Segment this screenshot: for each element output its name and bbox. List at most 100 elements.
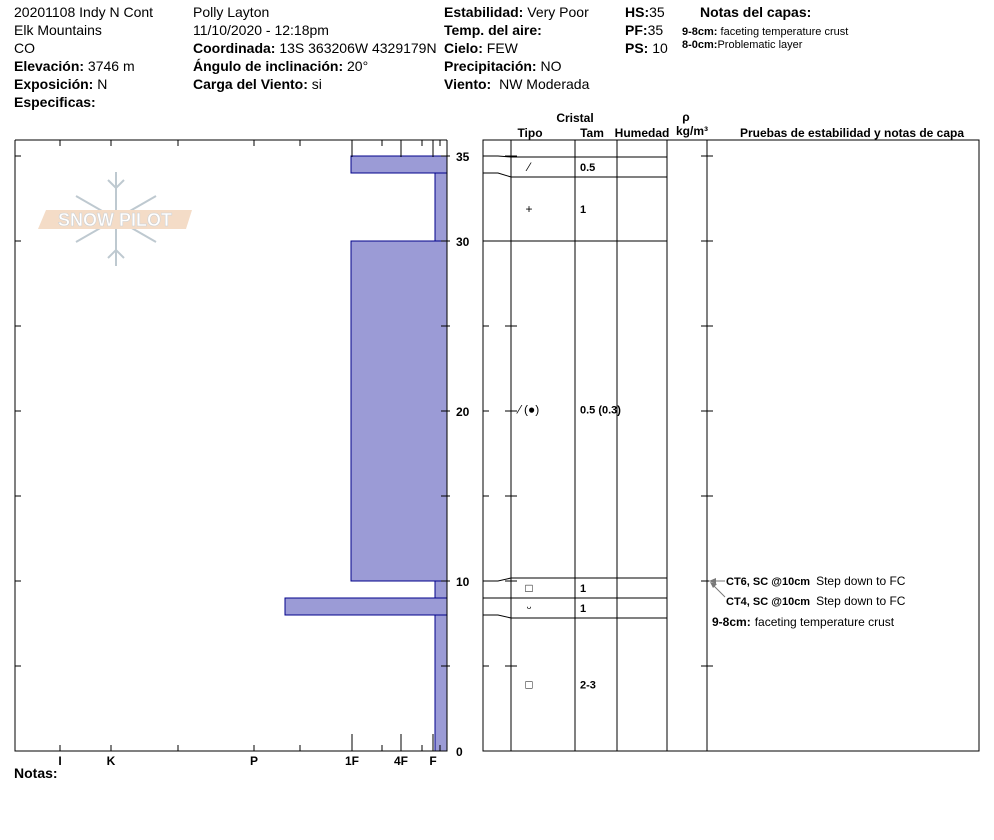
layer-boundary (483, 614, 667, 619)
chart-frame (14, 140, 448, 752)
layer-note: 9-8cm: faceting temperature crust (712, 615, 895, 629)
stability-test: CT4, SC @10cm Step down to FC (726, 594, 906, 608)
hardness-bar (350, 240, 448, 582)
layer-note-range: 9-8cm: (682, 26, 717, 38)
sky-label: Cielo: (444, 40, 483, 56)
ps: PS: 10 (625, 40, 668, 56)
depth-tick-label: 10 (456, 575, 470, 589)
pit-name: 20201108 Indy N Cont (14, 4, 153, 20)
type-header: Tipo (517, 126, 542, 140)
notes-label: Notas: (14, 765, 58, 781)
tests-header: Pruebas de estabilidad y notas de capa (740, 126, 964, 140)
layer-note-text: Problematic layer (717, 39, 802, 51)
wind-label: Viento: (444, 76, 491, 92)
observer: Polly Layton (193, 4, 269, 20)
layer-notes-title: Notas del capas: (700, 4, 811, 20)
hs: HS:35 (625, 4, 665, 20)
hardness-bar (434, 172, 448, 242)
hardness-tick-label: 4F (394, 754, 408, 768)
crystal-type-symbol: ⁄ (●) (516, 403, 540, 417)
slope-angle: Ángulo de inclinación: 20° (193, 58, 368, 74)
windload-label: Carga del Viento: (193, 76, 308, 92)
crystal-type-symbol: □ (525, 581, 532, 595)
crystal-header: Cristal (556, 111, 593, 125)
stability-test: CT6, SC @10cm Step down to FC (726, 574, 906, 588)
layer-boundary (483, 172, 667, 178)
table-frame (482, 139, 980, 752)
depth-tick-label: 30 (456, 235, 470, 249)
sky-value: FEW (487, 40, 519, 56)
airtemp-label: Temp. del aire: (444, 22, 542, 38)
hardness-bar (434, 580, 448, 599)
pf-value: 35 (648, 22, 664, 38)
coord-label: Coordinada: (193, 40, 275, 56)
test-comment: Step down to FC (816, 574, 906, 588)
sky: Cielo: FEW (444, 40, 519, 56)
arrow-head-icon (710, 582, 717, 588)
crystal-type-symbol: ᵕ (527, 601, 532, 615)
header-col1: 20201108 Indy N Cont Elk Mountains CO El… (14, 4, 153, 110)
depth-tick-label: 20 (456, 405, 470, 419)
crystal-size: 2-3 (580, 680, 596, 692)
depth-tick-label: 0 (456, 745, 463, 759)
arrow-head-icon (709, 578, 716, 584)
stability-label: Estabilidad: (444, 4, 523, 20)
hardness-tick-label: P (250, 754, 258, 768)
layer-notes: Notas del capas: 9-8cm: faceting tempera… (682, 4, 848, 51)
layer-table: ⁄ 0.5 + 1 ⁄ (●) 0.5 (0.3) □ 1 ᵕ 1 □ 2-3 CT6, SC @10c… (482, 139, 980, 752)
windload-value: si (312, 76, 322, 92)
crystal-size: 1 (580, 583, 586, 595)
hardness-tick-label: K (107, 754, 116, 768)
coord-value: 13S 363206W 4329179N (279, 40, 436, 56)
hardness-bar (434, 614, 448, 752)
rho-header: ρ (682, 110, 689, 124)
datetime: 11/10/2020 - 12:18pm (193, 22, 329, 38)
size-header: Tam (580, 126, 604, 140)
aspect-value: N (97, 76, 107, 92)
precip-label: Precipitación: (444, 58, 537, 74)
range: Elk Mountains (14, 22, 102, 38)
hardness-tick-label: F (429, 754, 436, 768)
density-unit-header: kg/m³ (676, 124, 708, 138)
crystal-type-symbol: □ (525, 678, 532, 692)
layer-note: 9-8cm: faceting temperature crust (682, 26, 848, 38)
hs-label: HS: (625, 4, 649, 20)
coordinates: Coordinada: 13S 363206W 4329179N (193, 40, 437, 56)
layer-note-text: faceting temperature crust (755, 615, 895, 629)
layer-boundary (483, 577, 667, 582)
layer-boundary (483, 155, 667, 158)
header-col2: Polly Layton 11/10/2020 - 12:18pm Coordi… (193, 4, 437, 92)
test-comment: Step down to FC (816, 594, 906, 608)
header-col4: HS:35 PF:35 PS: 10 (625, 4, 668, 56)
pf-label: PF: (625, 22, 648, 38)
test-code: CT6, SC @10cm (726, 576, 810, 588)
precipitation: Precipitación: NO (444, 58, 562, 74)
layer-note-range: 9-8cm: (712, 615, 751, 629)
layer-note: 8-0cm:Problematic layer (682, 39, 803, 51)
crystal-size: 1 (580, 204, 586, 216)
precip-value: NO (540, 58, 561, 74)
hardness-tick-label: I (58, 754, 61, 768)
aspect-label: Exposición: (14, 76, 93, 92)
pf: PF:35 (625, 22, 663, 38)
moisture-header: Humedad (615, 126, 670, 140)
header-col3: Estabilidad: Very Poor Temp. del aire: C… (443, 4, 603, 92)
state: CO (14, 40, 35, 56)
elevation-label: Elevación: (14, 58, 84, 74)
slope-value: 20° (347, 58, 368, 74)
stability: Estabilidad: Very Poor (444, 4, 589, 20)
elevation-value: 3746 m (88, 58, 135, 74)
hardness-tick-label: 1F (345, 754, 359, 768)
logo-text: SNOW PILOT (58, 210, 172, 230)
crystal-size: 1 (580, 603, 586, 615)
test-code: CT4, SC @10cm (726, 596, 810, 608)
wind-loading: Carga del Viento: si (193, 76, 322, 92)
elevation: Elevación: 3746 m (14, 58, 135, 74)
snowpilot-logo: SNOW PILOT (38, 172, 192, 266)
crystal-size: 0.5 (580, 162, 595, 174)
crystal-type-symbol: ⁄ (525, 160, 532, 174)
aspect: Exposición: N (14, 76, 107, 92)
wind: Viento: NW Moderada (444, 76, 590, 92)
depth-tick-label: 35 (456, 150, 470, 164)
